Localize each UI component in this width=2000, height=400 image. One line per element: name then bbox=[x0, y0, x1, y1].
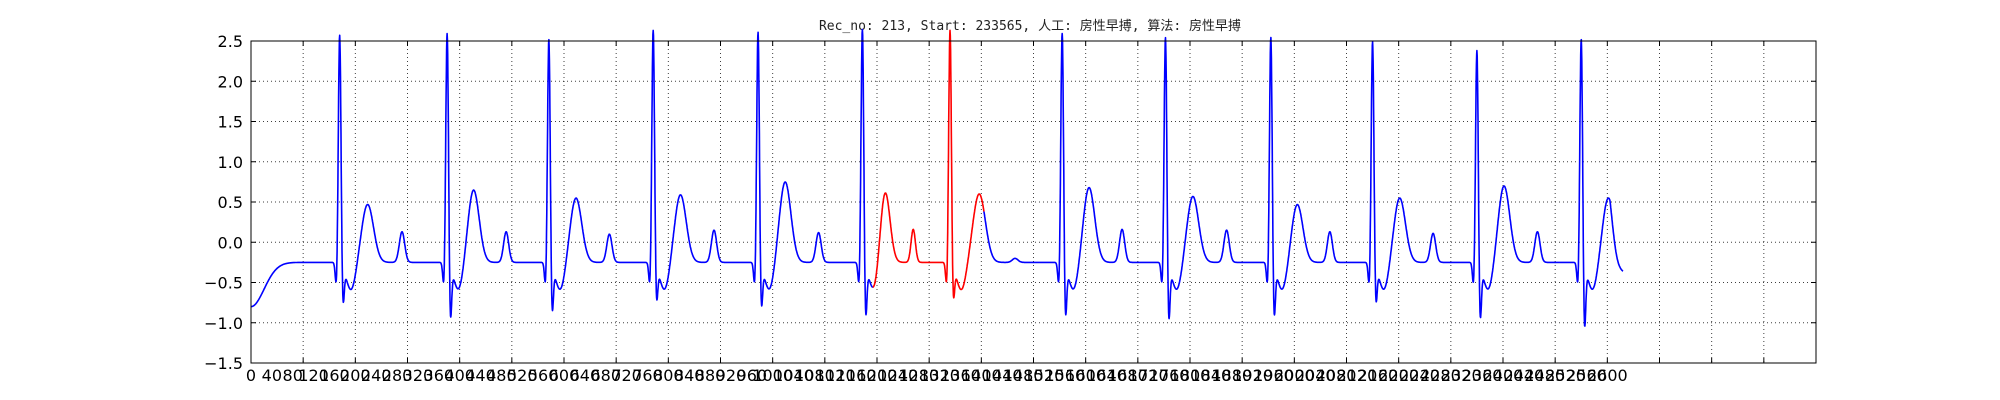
axis-ticks bbox=[250, 40, 1817, 364]
x-tick-label: 2560 bbox=[1566, 366, 1607, 385]
x-tick-label: 160 bbox=[319, 366, 350, 385]
x-tick-label: 2080 bbox=[1316, 366, 1357, 385]
x-tick-label: 640 bbox=[570, 366, 601, 385]
x-tick-label: 960 bbox=[737, 366, 768, 385]
x-tick-label: 920 bbox=[716, 366, 747, 385]
x-tick-label: 400 bbox=[444, 366, 475, 385]
x-tick-label: 680 bbox=[590, 366, 621, 385]
y-tick-label: 0.5 bbox=[218, 193, 243, 212]
x-tick-label: 560 bbox=[528, 366, 559, 385]
signal-segment-highlighted bbox=[872, 29, 985, 299]
x-tick-label: 1920 bbox=[1232, 366, 1273, 385]
x-tick-label: 2480 bbox=[1524, 366, 1565, 385]
x-tick-label: 320 bbox=[403, 366, 434, 385]
y-tick-label: −1.5 bbox=[204, 354, 243, 373]
x-tick-label: 0 bbox=[246, 366, 256, 385]
x-tick-label: 1160 bbox=[836, 366, 877, 385]
x-tick-label: 1760 bbox=[1149, 366, 1190, 385]
x-tick-label: 1200 bbox=[857, 366, 898, 385]
x-tick-label: 1720 bbox=[1128, 366, 1169, 385]
x-tick-label: 1680 bbox=[1107, 366, 1148, 385]
x-tick-label: 1880 bbox=[1211, 366, 1252, 385]
x-tick-label: 1520 bbox=[1024, 366, 1065, 385]
x-tick-label: 2200 bbox=[1378, 366, 1419, 385]
x-tick-label: 1840 bbox=[1191, 366, 1232, 385]
x-tick-label: 480 bbox=[486, 366, 517, 385]
x-tick-label: 720 bbox=[611, 366, 642, 385]
signal-segment-normal bbox=[983, 32, 1624, 327]
x-tick-label: 2000 bbox=[1274, 366, 1315, 385]
x-tick-label: 2320 bbox=[1441, 366, 1482, 385]
x-tick-label: 2400 bbox=[1483, 366, 1524, 385]
y-tick-label: −0.5 bbox=[204, 274, 243, 293]
x-tick-label: 1480 bbox=[1003, 366, 1044, 385]
x-tick-label: 240 bbox=[361, 366, 392, 385]
x-tick-label: 2440 bbox=[1504, 366, 1545, 385]
x-tick-label: 2280 bbox=[1420, 366, 1461, 385]
x-tick-label: 1440 bbox=[982, 366, 1023, 385]
x-tick-label: 2240 bbox=[1399, 366, 1440, 385]
x-tick-label: 1640 bbox=[1086, 366, 1127, 385]
x-tick-label: 1400 bbox=[961, 366, 1002, 385]
x-tick-label: 1000 bbox=[752, 366, 793, 385]
x-tick-label: 1040 bbox=[773, 366, 814, 385]
x-tick-label: 1360 bbox=[940, 366, 981, 385]
x-tick-label: 1240 bbox=[878, 366, 919, 385]
chart-title: Rec_no: 213, Start: 233565, 人工: 房性早搏, 算法… bbox=[819, 18, 1241, 34]
x-tick-label: 1800 bbox=[1170, 366, 1211, 385]
x-tick-label: 200 bbox=[340, 366, 371, 385]
x-tick-label: 1560 bbox=[1044, 366, 1085, 385]
y-tick-label: 2.5 bbox=[218, 32, 243, 51]
y-axis-tick-labels: −1.5 −1.0 −0.5 0.0 0.5 1.0 1.5 2.0 2.5 bbox=[204, 32, 243, 373]
x-tick-label: 40 bbox=[262, 366, 282, 385]
y-tick-label: 1.0 bbox=[218, 153, 243, 172]
x-tick-label: 80 bbox=[283, 366, 303, 385]
x-tick-label: 520 bbox=[507, 366, 538, 385]
x-tick-label: 360 bbox=[424, 366, 455, 385]
x-tick-label: 1120 bbox=[815, 366, 856, 385]
x-tick-label: 1280 bbox=[898, 366, 939, 385]
x-tick-label: 600 bbox=[549, 366, 580, 385]
ecg-signal bbox=[250, 28, 1624, 327]
x-tick-label: 120 bbox=[298, 366, 329, 385]
x-tick-label: 280 bbox=[382, 366, 413, 385]
x-tick-label: 2120 bbox=[1337, 366, 1378, 385]
x-tick-label: 800 bbox=[653, 366, 684, 385]
x-tick-label: 840 bbox=[674, 366, 705, 385]
x-tick-label: 760 bbox=[632, 366, 663, 385]
y-tick-label: 0.0 bbox=[218, 233, 243, 252]
x-axis-tick-labels: 0 40 8012016020024028032036040044048052056… bbox=[246, 366, 1628, 385]
x-tick-label: 2360 bbox=[1462, 366, 1503, 385]
y-tick-label: 2.0 bbox=[218, 72, 243, 91]
signal-segment-normal bbox=[250, 28, 874, 318]
x-tick-label: 1080 bbox=[794, 366, 835, 385]
x-tick-label: 440 bbox=[465, 366, 496, 385]
x-tick-label: 880 bbox=[695, 366, 726, 385]
x-tick-label: 1320 bbox=[919, 366, 960, 385]
x-tick-label: 1600 bbox=[1065, 366, 1106, 385]
x-tick-label: 2520 bbox=[1545, 366, 1586, 385]
y-tick-label: 1.5 bbox=[218, 113, 243, 132]
y-tick-label: −1.0 bbox=[204, 314, 243, 333]
grid-lines bbox=[250, 40, 1817, 364]
x-tick-label: 2600 bbox=[1587, 366, 1628, 385]
x-tick-label: 2040 bbox=[1295, 366, 1336, 385]
x-tick-label: 1960 bbox=[1253, 366, 1294, 385]
x-tick-label: 2160 bbox=[1357, 366, 1398, 385]
